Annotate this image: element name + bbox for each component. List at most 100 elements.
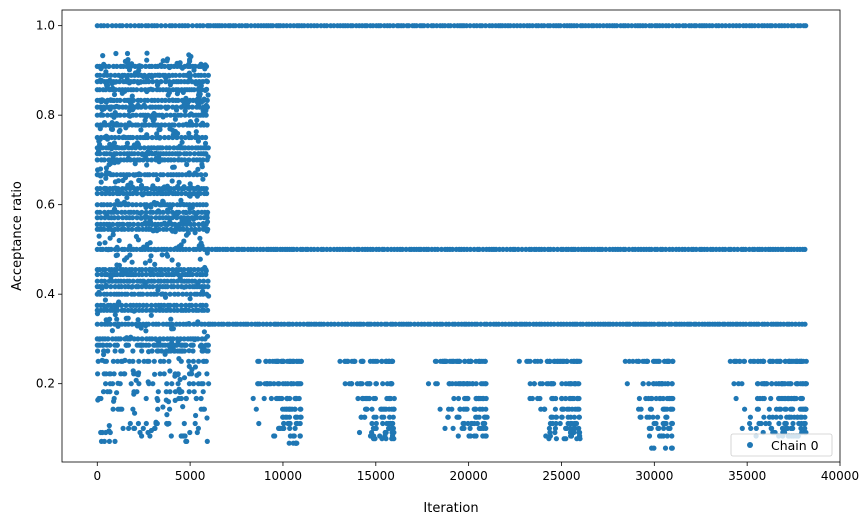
data-point — [112, 185, 118, 191]
data-point — [101, 157, 107, 163]
data-point — [100, 389, 107, 395]
data-point — [143, 395, 149, 402]
data-point — [772, 23, 779, 29]
data-point — [646, 381, 652, 387]
data-point — [114, 144, 120, 150]
data-point — [130, 134, 136, 141]
data-point — [160, 291, 166, 297]
data-point — [483, 381, 489, 387]
data-point — [205, 342, 211, 348]
data-point — [170, 104, 176, 110]
data-point — [153, 155, 159, 161]
data-point — [203, 186, 209, 192]
data-point — [99, 285, 105, 291]
data-point — [461, 425, 467, 431]
data-point — [371, 414, 377, 420]
data-point — [546, 425, 553, 431]
data-point — [154, 395, 160, 402]
data-point — [154, 23, 160, 29]
data-point — [136, 67, 142, 73]
data-point — [112, 179, 118, 185]
data-point — [114, 63, 120, 69]
x-axis-ticks: 0 5000 10000 15000 20000 25000 30000 35000 40000 — [93, 462, 859, 483]
data-point — [94, 278, 100, 284]
data-point — [117, 381, 123, 387]
data-point — [301, 321, 307, 327]
data-point — [198, 172, 204, 178]
data-point — [463, 406, 469, 412]
data-point — [567, 425, 573, 431]
data-point — [381, 414, 387, 420]
data-point — [193, 246, 199, 252]
data-point — [574, 358, 580, 364]
data-point — [126, 172, 132, 178]
data-point — [135, 284, 141, 290]
data-point — [478, 381, 484, 387]
data-point — [205, 154, 211, 160]
data-point — [644, 414, 650, 420]
data-point — [479, 395, 486, 402]
data-point — [183, 302, 189, 308]
data-point — [741, 358, 748, 364]
data-point — [167, 205, 174, 211]
data-point — [164, 105, 170, 111]
data-point — [153, 215, 159, 221]
data-point — [94, 23, 100, 29]
data-point — [120, 177, 126, 184]
data-point — [124, 195, 130, 201]
data-point — [130, 106, 136, 113]
data-point — [370, 436, 377, 442]
data-point — [172, 348, 178, 354]
data-point — [107, 381, 113, 387]
data-point — [603, 246, 609, 252]
data-point — [107, 316, 113, 322]
data-point — [722, 246, 728, 252]
data-point — [386, 406, 392, 412]
data-point — [112, 312, 118, 318]
data-point — [160, 114, 166, 120]
data-point — [164, 58, 170, 64]
data-point — [107, 78, 113, 84]
data-point — [178, 302, 184, 308]
data-point — [154, 348, 160, 354]
data-point — [171, 164, 177, 170]
data-point — [169, 326, 175, 332]
data-point — [200, 157, 206, 163]
data-point — [191, 221, 197, 227]
data-point — [183, 121, 189, 127]
data-point — [116, 134, 122, 141]
data-point — [143, 271, 149, 278]
data-point — [541, 406, 548, 412]
data-point — [390, 23, 396, 29]
data-point — [391, 395, 397, 402]
data-point — [321, 321, 327, 327]
data-point — [205, 284, 211, 290]
data-point — [108, 104, 115, 110]
data-point — [115, 321, 121, 327]
data-point — [188, 226, 194, 232]
data-point — [101, 23, 107, 29]
data-point — [291, 358, 297, 364]
data-point — [205, 92, 211, 98]
data-point — [748, 358, 754, 364]
data-point — [154, 228, 160, 234]
data-point — [126, 113, 132, 119]
data-point — [96, 138, 102, 144]
data-point — [653, 395, 659, 402]
data-point — [363, 406, 369, 412]
data-point — [125, 315, 131, 321]
data-point — [112, 284, 118, 290]
data-point — [280, 381, 286, 387]
data-point — [669, 420, 675, 427]
data-point — [183, 95, 189, 101]
data-point — [138, 325, 144, 331]
data-point — [111, 140, 117, 146]
data-point — [693, 246, 699, 252]
data-point — [117, 336, 123, 342]
data-point — [181, 375, 188, 381]
data-point — [541, 23, 547, 29]
data-point — [114, 172, 120, 178]
data-point — [114, 342, 120, 348]
data-point — [177, 376, 183, 383]
data-point — [747, 420, 753, 427]
